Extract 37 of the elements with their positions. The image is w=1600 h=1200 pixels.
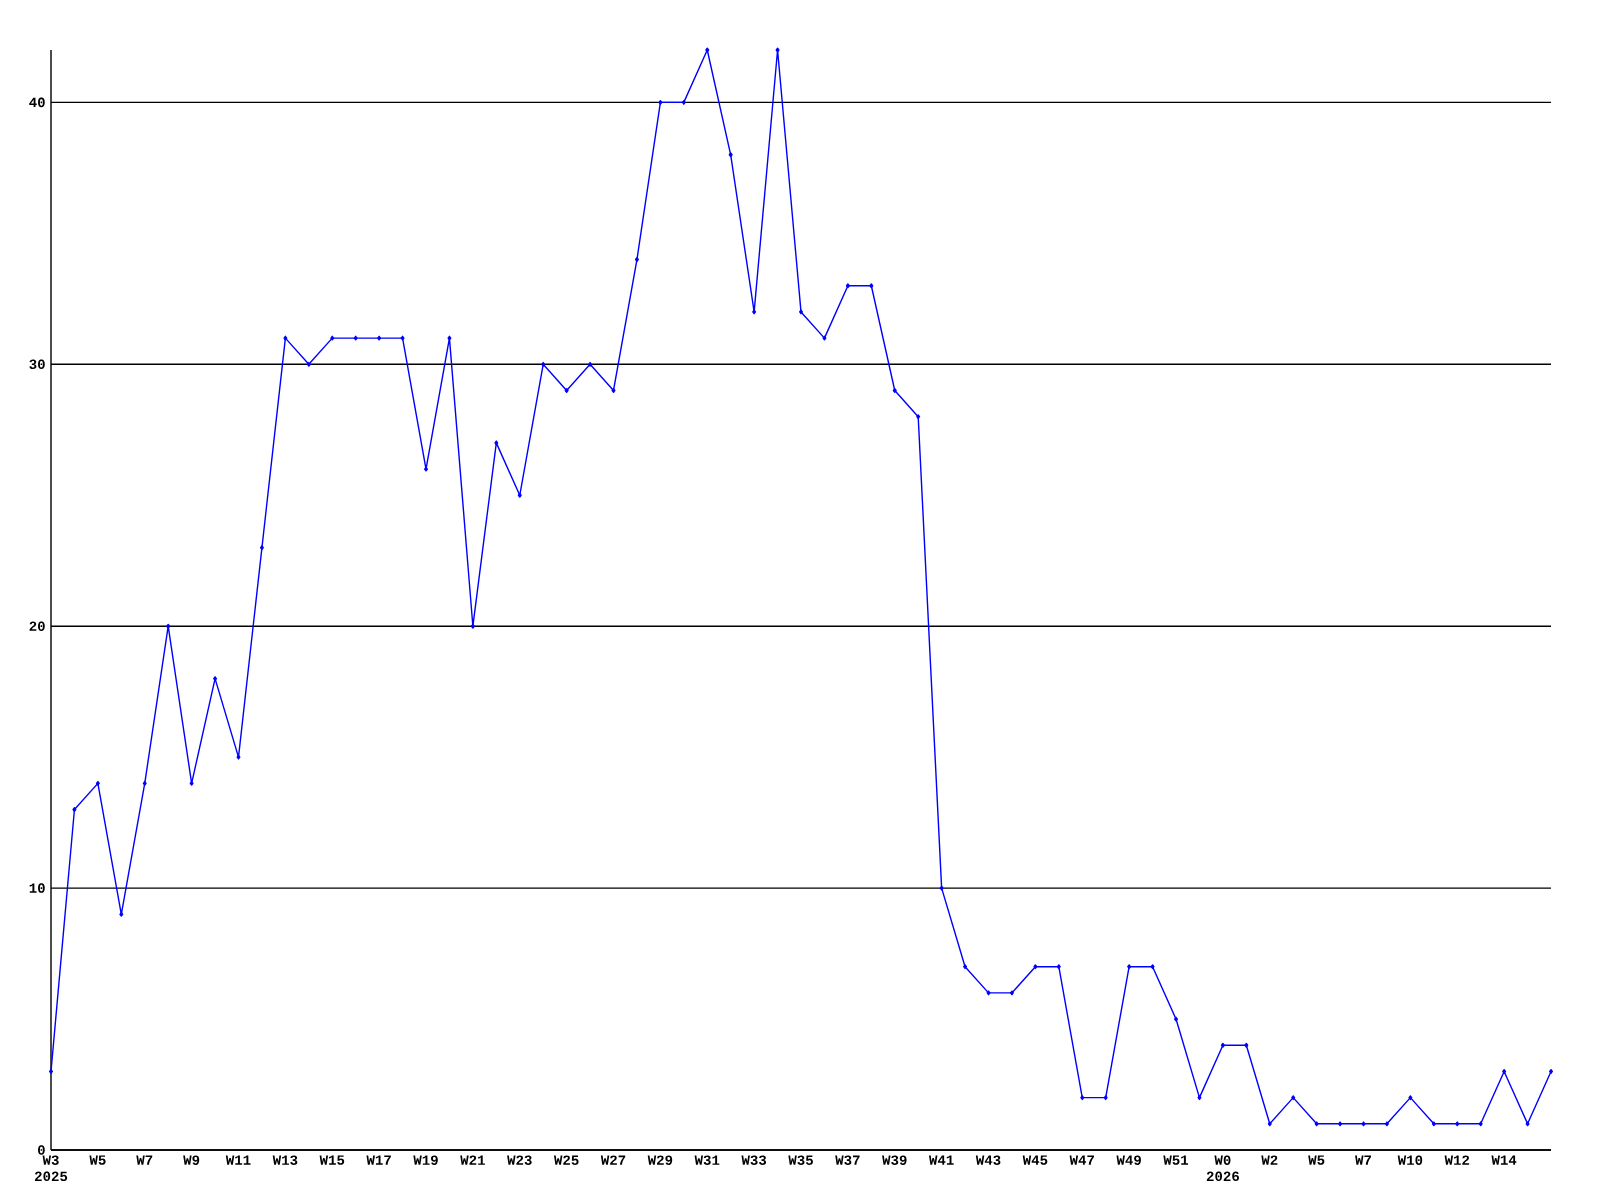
x-tick-label: W5 bbox=[89, 1155, 106, 1165]
x-tick-label: W19 bbox=[413, 1155, 438, 1165]
x-tick-label: W31 bbox=[694, 1155, 720, 1165]
x-tick-label: W35 bbox=[788, 1155, 813, 1165]
x-tick-label: W27 bbox=[600, 1155, 626, 1165]
x-tick-label: W37 bbox=[835, 1155, 860, 1165]
x-tick-label: W23 bbox=[507, 1155, 532, 1165]
x-tick-label: W2 bbox=[1261, 1155, 1278, 1165]
x-tick-label: W10 bbox=[1397, 1155, 1423, 1165]
x-tick-label: W11 bbox=[225, 1155, 251, 1165]
x-tick-label: W39 bbox=[882, 1155, 907, 1165]
x-tick-label: W21 bbox=[460, 1155, 485, 1165]
x-tick-label: W45 bbox=[1022, 1155, 1048, 1165]
x-tick-label: W5 bbox=[1308, 1155, 1325, 1165]
y-tick-label: 30 bbox=[29, 359, 45, 370]
x-tick-label: W0 2026 bbox=[1206, 1155, 1239, 1182]
y-tick-label: 0 bbox=[38, 1145, 45, 1155]
x-tick-label: W7 bbox=[136, 1155, 153, 1165]
x-tick-label: W3 2025 bbox=[34, 1155, 68, 1182]
x-tick-label: W49 bbox=[1116, 1155, 1141, 1165]
x-tick-label: W13 bbox=[272, 1155, 298, 1165]
x-tick-label: W9 bbox=[183, 1155, 200, 1165]
x-tick-label: W12 bbox=[1444, 1155, 1470, 1165]
x-tick-label: W25 bbox=[553, 1155, 579, 1165]
x-tick-label: W47 bbox=[1069, 1155, 1094, 1165]
y-tick-label: 10 bbox=[29, 883, 45, 893]
x-tick-label: W29 bbox=[647, 1155, 673, 1165]
x-tick-label: W43 bbox=[975, 1155, 1001, 1165]
x-tick-label: W17 bbox=[366, 1155, 391, 1165]
x-tick-label: W41 bbox=[928, 1155, 954, 1165]
x-tick-label: W15 bbox=[319, 1155, 345, 1165]
x-tick-label: W51 bbox=[1163, 1155, 1189, 1165]
y-tick-label: 40 bbox=[29, 97, 45, 108]
y-tick-label: 20 bbox=[29, 621, 45, 631]
x-tick-label: W14 bbox=[1491, 1155, 1517, 1165]
x-tick-label: W33 bbox=[741, 1155, 767, 1165]
x-tick-label: W7 bbox=[1355, 1155, 1372, 1165]
